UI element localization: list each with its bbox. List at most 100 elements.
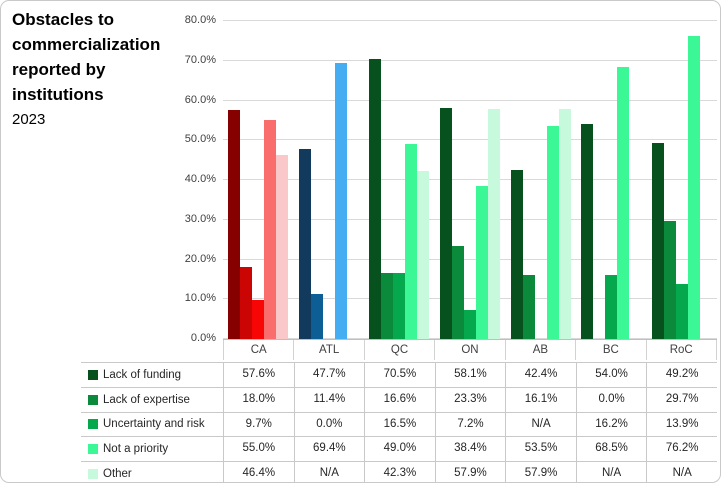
legend-item: Lack of expertise [81, 388, 223, 412]
bar-atl-3 [334, 63, 347, 339]
data-table: Lack of funding 57.6% 47.7% 70.5% 58.1% 42.4%… [81, 362, 717, 482]
table-value-cell: 76.2% [646, 437, 717, 462]
bar-ab-1 [522, 275, 535, 339]
table-value-cell: 29.7% [646, 387, 717, 412]
table-value-cell: 49.0% [364, 437, 435, 462]
bar-group-atl [294, 21, 365, 339]
x-category-label-atl: ATL [294, 340, 365, 360]
bar-group-roc [646, 21, 717, 339]
table-row: Not a priority 55.0% 69.4% 49.0% 38.4% 53.5% 6… [81, 437, 717, 463]
bar-roc-0 [651, 143, 664, 339]
bar-ab-0 [510, 170, 523, 339]
y-tick-label: 60.0% [184, 93, 216, 106]
table-value-cell: 23.3% [434, 387, 506, 412]
x-category-label-on: ON [435, 340, 506, 360]
table-value-cell: 9.7% [223, 412, 294, 437]
bar-group-bc [576, 21, 647, 339]
table-value-cell: 53.5% [505, 437, 576, 462]
legend-swatch-icon [88, 444, 98, 455]
title-block: Obstacles to commercialization reported … [12, 7, 188, 132]
y-tick-label: 0.0% [190, 332, 216, 344]
table-row: Other 46.4% N/A 42.3% 57.9% 57.9% N/A N/A [81, 462, 717, 482]
table-value-cell: 16.6% [364, 387, 435, 412]
plot-area [223, 20, 717, 339]
bar-roc-2 [675, 283, 688, 339]
legend-item: Uncertainty and risk [81, 413, 223, 437]
table-value-cell: 68.5% [575, 437, 647, 462]
legend-item: Not a priority [81, 437, 223, 461]
y-tick-label: 70.0% [184, 53, 216, 66]
table-value-cell: 16.5% [364, 412, 435, 437]
gridline [223, 59, 717, 61]
bar-roc-3 [687, 36, 700, 339]
legend-swatch-icon [88, 469, 98, 480]
bar-bc-2 [605, 274, 618, 339]
bar-on-1 [452, 246, 465, 339]
table-value-cell: 70.5% [364, 363, 435, 387]
table-row: Lack of funding 57.6% 47.7% 70.5% 58.1% 42.4%… [81, 362, 717, 388]
bar-ca-0 [228, 110, 241, 339]
table-value-cell: 7.2% [434, 412, 506, 437]
bar-on-3 [476, 186, 489, 339]
y-tick-label: 20.0% [184, 252, 216, 265]
x-category-label-ab: AB [506, 340, 577, 360]
table-value-cell: 11.4% [293, 387, 365, 412]
table-value-cell: 58.1% [434, 363, 506, 387]
x-axis-line [223, 339, 717, 340]
legend-label: Other [103, 468, 132, 481]
bar-ca-1 [240, 267, 253, 339]
table-value-cell: 46.4% [223, 462, 294, 482]
table-value-cell: 57.6% [223, 363, 294, 387]
table-value-cell: 47.7% [293, 363, 365, 387]
legend-item: Lack of funding [81, 363, 223, 387]
table-value-cell: N/A [293, 462, 365, 482]
bar-roc-1 [663, 220, 676, 339]
y-tick-label: 30.0% [184, 212, 216, 225]
table-value-cell: 57.9% [505, 462, 576, 482]
y-tick-label: 10.0% [184, 292, 216, 305]
x-category-label-roc: RoC [647, 340, 717, 360]
gridline [223, 298, 717, 300]
y-tick-label: 40.0% [184, 173, 216, 185]
bar-group-on [435, 21, 506, 339]
table-value-cell: 54.0% [575, 363, 647, 387]
bar-group-qc [364, 21, 435, 339]
table-value-cell: 13.9% [646, 412, 717, 437]
bar-qc-3 [405, 144, 418, 339]
gridline [223, 258, 717, 260]
table-value-cell: 38.4% [434, 437, 506, 462]
bar-bc-0 [581, 124, 594, 339]
bar-on-2 [464, 310, 477, 339]
bar-ab-4 [558, 108, 571, 339]
gridline [223, 139, 717, 141]
table-value-cell: 0.0% [293, 412, 365, 437]
gridline [223, 179, 717, 180]
bar-qc-0 [369, 58, 382, 339]
legend-swatch-icon [88, 369, 98, 380]
table-row: Uncertainty and risk 9.7% 0.0% 16.5% 7.2% N/A… [81, 412, 717, 438]
legend-label: Lack of expertise [103, 393, 190, 406]
bar-qc-4 [417, 170, 430, 339]
y-tick-label: 80.0% [184, 14, 216, 26]
table-value-cell: 42.3% [364, 462, 435, 482]
table-value-cell: N/A [575, 462, 647, 482]
table-value-cell: 55.0% [223, 437, 294, 462]
bar-ab-3 [546, 126, 559, 339]
bar-bc-3 [617, 66, 630, 339]
bar-group-ca [223, 21, 294, 339]
table-value-cell: 57.9% [434, 462, 506, 482]
bar-group-ab [505, 21, 576, 339]
legend-label: Lack of funding [103, 368, 182, 381]
legend-label: Uncertainty and risk [103, 418, 205, 431]
legend-label: Not a priority [103, 443, 169, 456]
table-value-cell: 42.4% [505, 363, 576, 387]
x-category-label-bc: BC [576, 340, 647, 360]
bar-groups [223, 21, 717, 339]
bar-on-4 [488, 108, 501, 339]
bar-qc-1 [381, 273, 394, 339]
table-value-cell: 16.1% [505, 387, 576, 412]
y-tick-label: 50.0% [184, 133, 216, 146]
gridline [223, 20, 717, 21]
bar-ca-2 [252, 300, 265, 339]
